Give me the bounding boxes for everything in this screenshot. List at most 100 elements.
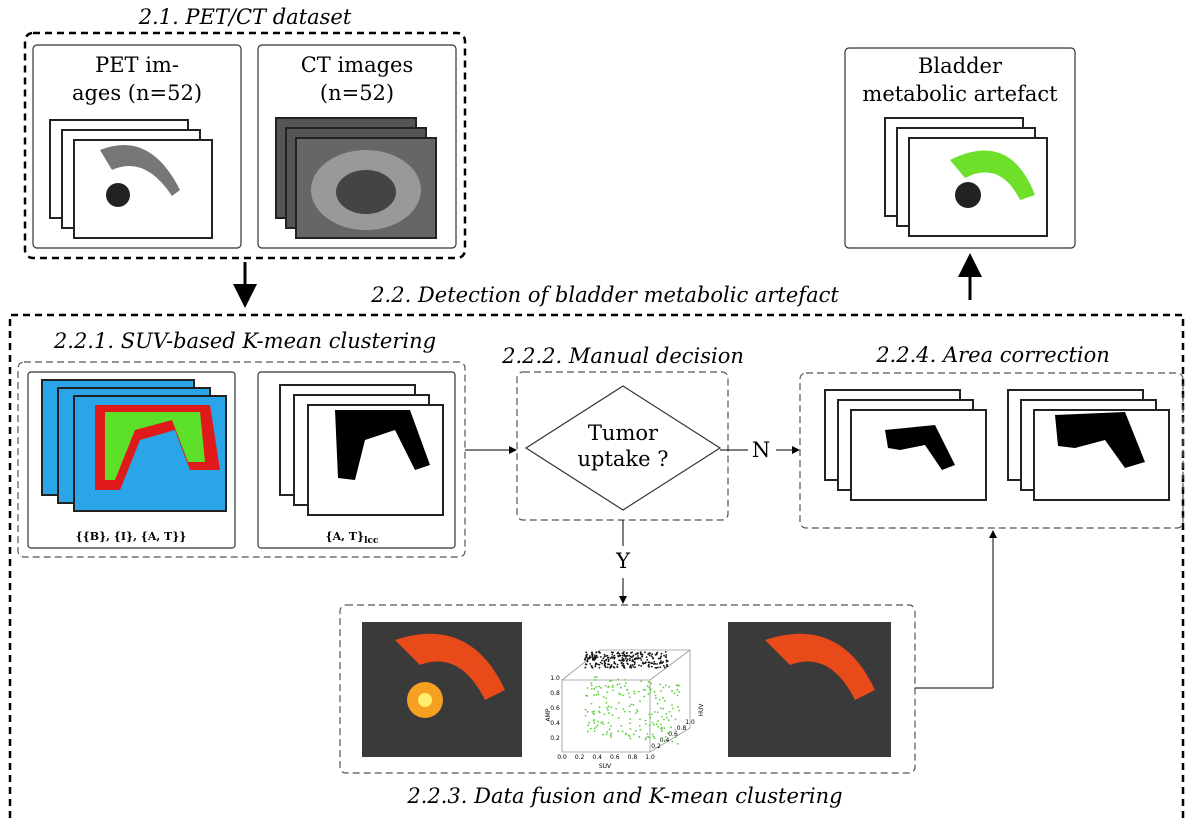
- scatter-dot: [657, 657, 660, 660]
- scatter-dot: [659, 683, 662, 686]
- scatter-dot: [650, 662, 653, 664]
- scatter-dot: [602, 723, 605, 726]
- scatter-dot: [601, 659, 603, 662]
- scatter-dot: [590, 702, 593, 705]
- scatter-dot: [653, 660, 656, 663]
- scatter-dot: [662, 696, 664, 699]
- scatter-dot: [613, 666, 616, 669]
- cluster-stack: [41, 379, 227, 512]
- scatter-dot: [603, 653, 606, 656]
- scatter-dot: [636, 710, 639, 713]
- scatter-dot: [621, 654, 624, 657]
- scatter-dot: [591, 653, 593, 656]
- scatter-dot: [678, 690, 681, 693]
- y-tick-label: 0.6: [550, 705, 560, 712]
- scatter-dot: [626, 658, 629, 661]
- section-title: 2.2. Detection of bladder metabolic arte…: [370, 283, 839, 307]
- scatter-dot: [594, 678, 596, 681]
- scatter-dot: [653, 691, 656, 693]
- scatter-dot: [610, 664, 613, 666]
- scatter-dot: [607, 658, 610, 661]
- scatter-dot: [613, 657, 616, 660]
- pet-stack: [49, 119, 213, 239]
- scatter-dot: [602, 695, 605, 698]
- scatter-dot: [610, 732, 613, 735]
- scatter-dot: [647, 653, 650, 656]
- scatter-dot: [641, 653, 644, 656]
- scatter-dot: [676, 688, 679, 691]
- scatter-dot: [623, 685, 626, 687]
- scatter-dot: [637, 690, 640, 693]
- scatter-dot: [600, 722, 603, 724]
- scatter-dot: [613, 662, 616, 665]
- scatter-dot: [637, 655, 639, 657]
- scatter-dot: [605, 658, 608, 661]
- scatter-dot: [595, 726, 598, 728]
- scatter-dot: [618, 682, 621, 685]
- scatter-dot: [623, 710, 626, 713]
- scatter-dot: [650, 655, 653, 657]
- scatter-dot: [616, 665, 619, 668]
- scatter-dot: [591, 666, 594, 669]
- scatter-dot: [602, 657, 605, 660]
- scatter-dot: [643, 695, 646, 698]
- scatter-dot: [616, 652, 619, 655]
- scatter-dot: [607, 656, 610, 659]
- scatter-dot: [641, 655, 644, 658]
- scatter-dot: [607, 660, 610, 663]
- scatter-dot: [584, 708, 587, 711]
- scatter-dot: [662, 661, 665, 663]
- scatter-dot: [659, 656, 662, 659]
- scatter-dot: [640, 653, 642, 656]
- z-tick-label: 1.0: [685, 719, 695, 726]
- scatter-dot: [659, 723, 662, 726]
- scatter-dot: [625, 656, 627, 658]
- scatter-dot: [624, 657, 627, 660]
- scatter-dot: [598, 706, 601, 709]
- scatter-dot: [621, 657, 624, 659]
- scatter-dot: [607, 721, 610, 724]
- scatter-dot: [628, 666, 631, 668]
- fusion-image: [362, 622, 891, 757]
- scatter-dot: [632, 665, 635, 668]
- scatter-dot: [598, 711, 601, 714]
- scatter-dot: [595, 656, 597, 659]
- x-tick-label: 0.4: [592, 754, 602, 761]
- scatter-dot: [635, 708, 638, 711]
- scatter-dot: [585, 654, 588, 656]
- scatter-dot: [601, 662, 604, 665]
- scatter-dot: [670, 731, 672, 734]
- section-title: 2.1. PET/CT dataset: [138, 5, 352, 29]
- scatter-dot: [664, 655, 667, 658]
- scatter-dot: [662, 707, 665, 710]
- scatter-dot: [595, 676, 598, 679]
- lcc-stack: [279, 384, 444, 516]
- scatter-dot: [592, 712, 595, 715]
- scatter-dot: [594, 676, 596, 678]
- scatter-dot: [629, 718, 632, 721]
- decision-yes: Y: [615, 549, 631, 573]
- scatter-dot: [649, 687, 652, 690]
- scatter-dot: [603, 660, 606, 662]
- scatter-dot: [635, 730, 637, 732]
- scatter-dot: [671, 704, 673, 707]
- scatter-dot: [590, 688, 593, 690]
- scatter-dot: [663, 727, 666, 730]
- scatter-dot: [610, 706, 613, 708]
- scatter-dot: [598, 651, 601, 653]
- scatter-dot: [628, 654, 631, 657]
- scatter-dot: [653, 723, 655, 726]
- y-tick-label: 0.4: [550, 720, 560, 727]
- scatter-dot: [630, 651, 632, 654]
- scatter-dot: [587, 724, 590, 727]
- scatter-dot: [619, 659, 622, 662]
- pet-label: ages (n=52): [72, 81, 202, 105]
- scatter-dot: [623, 655, 626, 657]
- scatter-dot: [649, 652, 651, 655]
- scatter-dot: [659, 661, 661, 664]
- scatter-dot: [601, 733, 604, 736]
- scatter-dot: [610, 736, 612, 738]
- scatter-dot: [628, 659, 631, 662]
- scatter-dot: [648, 654, 651, 657]
